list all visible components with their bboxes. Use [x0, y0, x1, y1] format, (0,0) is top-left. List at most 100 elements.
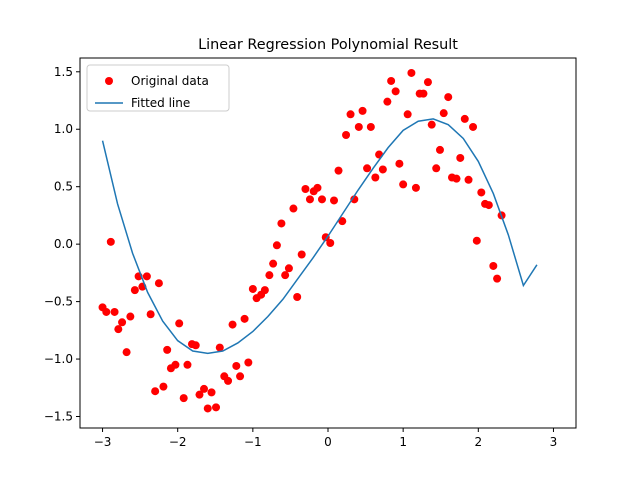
data-point — [265, 271, 274, 280]
data-point — [142, 272, 151, 281]
data-point — [326, 239, 335, 247]
data-point — [334, 166, 343, 175]
legend: Original data Fitted line — [86, 64, 230, 112]
data-point — [489, 261, 498, 270]
data-point — [171, 360, 180, 369]
data-point — [151, 387, 160, 396]
data-point — [248, 284, 257, 293]
data-point — [207, 388, 216, 397]
data-point — [228, 320, 237, 329]
data-point — [260, 286, 269, 295]
data-point — [118, 318, 127, 327]
data-point — [427, 120, 436, 129]
data-point — [419, 89, 428, 98]
data-point — [269, 259, 278, 268]
data-point — [493, 274, 502, 283]
data-point — [284, 264, 293, 273]
x-tick-label: 0 — [324, 435, 332, 449]
x-tick-label: −1 — [244, 435, 262, 449]
data-point — [338, 217, 347, 226]
data-point — [313, 183, 322, 192]
data-point — [297, 250, 306, 259]
data-point — [407, 68, 416, 77]
data-point — [191, 341, 200, 350]
data-point — [469, 122, 478, 131]
data-point — [395, 159, 404, 168]
y-tick-label: 0.5 — [54, 180, 73, 194]
data-point — [423, 78, 432, 87]
data-point — [179, 394, 188, 403]
y-tick-label: −1.0 — [44, 352, 73, 366]
data-point — [240, 314, 249, 323]
data-point — [358, 106, 367, 115]
data-point — [183, 360, 192, 369]
legend-box — [86, 64, 230, 112]
data-point — [444, 93, 453, 102]
plot-area — [98, 68, 538, 413]
data-point — [236, 372, 245, 381]
data-point — [122, 348, 131, 357]
data-point — [146, 310, 155, 319]
data-point — [154, 279, 163, 288]
data-point — [106, 237, 115, 246]
data-point — [456, 153, 465, 162]
legend-label: Original data — [131, 74, 209, 88]
y-tick-label: 1.0 — [54, 122, 73, 136]
data-point — [371, 173, 380, 182]
y-tick-label: 0.0 — [54, 237, 73, 251]
data-point — [472, 236, 481, 245]
data-point — [203, 404, 212, 413]
data-point — [232, 361, 241, 370]
data-point — [342, 130, 351, 139]
data-point — [403, 110, 412, 119]
data-point — [484, 201, 493, 210]
x-tick-label: −3 — [94, 435, 112, 449]
x-tick-label: 2 — [474, 435, 482, 449]
data-point — [305, 195, 314, 204]
data-point — [350, 195, 359, 204]
data-point — [387, 76, 396, 85]
data-point — [215, 343, 224, 352]
data-point — [272, 241, 281, 250]
data-point — [477, 188, 486, 197]
data-point — [195, 390, 204, 399]
data-point — [366, 122, 375, 131]
data-point — [363, 164, 372, 173]
data-point — [435, 145, 444, 154]
data-point — [114, 325, 123, 334]
data-point — [102, 307, 111, 316]
data-point — [330, 196, 339, 205]
data-point — [301, 184, 310, 193]
chart-title: Linear Regression Polynomial Result — [198, 37, 458, 53]
data-point — [293, 293, 302, 302]
data-point — [464, 175, 473, 184]
x-tick-label: 1 — [399, 435, 407, 449]
y-tick-label: −1.5 — [44, 410, 73, 424]
fitted-line — [101, 118, 538, 355]
data-point — [383, 97, 392, 106]
data-point — [130, 286, 139, 295]
data-point — [460, 114, 469, 123]
x-tick-label: 3 — [550, 435, 558, 449]
legend-label: Fitted line — [131, 96, 190, 110]
data-point — [399, 180, 408, 189]
data-point — [159, 382, 168, 391]
data-point — [244, 358, 253, 367]
data-point — [163, 345, 172, 354]
y-tick-label: 1.5 — [54, 65, 73, 79]
data-point — [200, 384, 208, 393]
data-point — [212, 403, 221, 412]
data-point — [281, 271, 290, 280]
data-point — [110, 307, 119, 316]
data-point — [346, 110, 355, 119]
data-point — [439, 109, 448, 118]
x-tick-label: −2 — [169, 435, 187, 449]
data-point — [277, 219, 286, 228]
data-point — [411, 183, 420, 192]
data-point — [224, 376, 233, 385]
data-point — [354, 122, 363, 131]
data-point — [317, 195, 326, 204]
data-point — [378, 165, 387, 174]
data-point — [432, 164, 441, 173]
